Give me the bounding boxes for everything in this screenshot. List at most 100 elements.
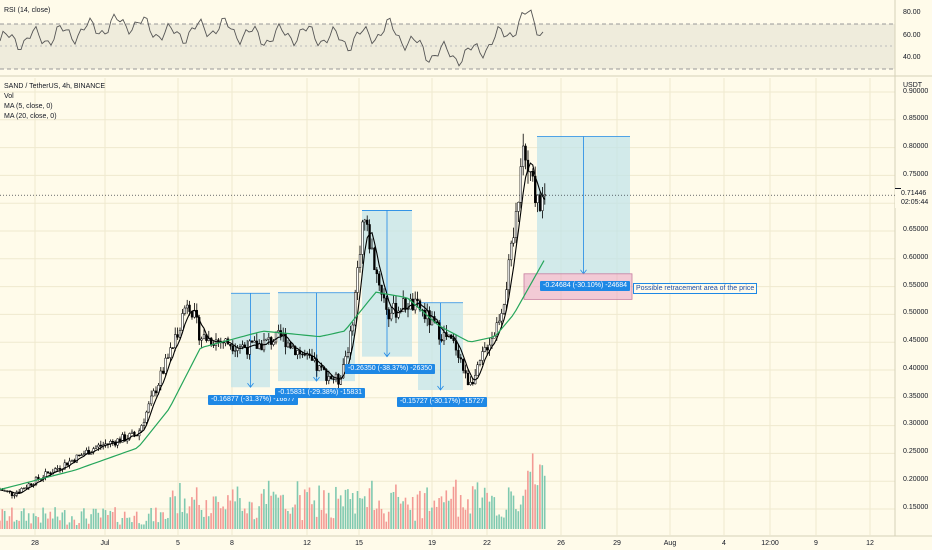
- volume-bar: [303, 489, 306, 529]
- measure-label[interactable]: -0.16877 (-31.37%) -16877: [208, 395, 299, 405]
- volume-bar: [13, 521, 16, 529]
- candle-body: [154, 390, 158, 394]
- candle-body: [466, 372, 470, 385]
- time-tick: 12: [866, 540, 874, 547]
- candle-body: [390, 312, 393, 320]
- measure-label[interactable]: -0.15727 (-30.17%) -15727: [397, 397, 488, 407]
- volume-bar: [390, 492, 392, 529]
- ma20-legend[interactable]: MA (20, close, 0): [4, 113, 57, 120]
- candle-body: [78, 454, 81, 457]
- symbol-title[interactable]: SAND / TetherUS, 4h, BINANCE: [4, 83, 106, 90]
- price-tick: 0.75000: [903, 171, 929, 178]
- candle-body: [363, 219, 366, 223]
- candle-body: [265, 338, 268, 341]
- vol-legend[interactable]: Vol: [4, 93, 14, 100]
- measure-label[interactable]: -0.26350 (-38.37%) -26350: [345, 364, 436, 374]
- candle-body: [183, 307, 186, 314]
- candle-body: [188, 304, 191, 312]
- time-tick: 12: [303, 540, 311, 547]
- candle-body: [253, 340, 256, 343]
- volume-bar: [234, 501, 236, 529]
- candle-body: [296, 350, 299, 355]
- candle-body: [140, 425, 143, 432]
- volume-bar: [373, 510, 376, 529]
- volume-bar: [8, 516, 11, 529]
- volume-bar: [25, 520, 28, 529]
- candle-body: [13, 494, 16, 497]
- volume-bar: [421, 518, 424, 529]
- time-tick: 4: [722, 540, 726, 547]
- measure-arrowhead: [247, 382, 254, 388]
- candle-body: [277, 330, 280, 333]
- volume-bar: [11, 507, 13, 529]
- candle-body: [481, 351, 484, 361]
- current-price-tag: 0.71446 02:05:44: [895, 188, 932, 208]
- volume-bar: [56, 516, 59, 529]
- volume-bar: [0, 520, 1, 529]
- volume-bar: [279, 495, 282, 529]
- measure-label[interactable]: -0.15831 (-29.38%) -15831: [275, 388, 366, 398]
- candle-body: [186, 304, 189, 309]
- measure-arrowhead: [437, 385, 444, 391]
- candle-body: [147, 403, 150, 413]
- measure-label[interactable]: -0.24684 (-30.10%) -24684: [540, 281, 631, 291]
- volume-bar: [205, 500, 208, 529]
- volume-bar: [126, 517, 128, 529]
- candle-body: [358, 254, 362, 268]
- volume-bar: [359, 498, 361, 529]
- volume-bar: [18, 520, 20, 529]
- volume-bar: [515, 509, 517, 529]
- volume-bar: [140, 524, 143, 529]
- volume-bar: [500, 516, 503, 529]
- volume-bar: [44, 513, 47, 529]
- volume-bar: [443, 502, 445, 529]
- volume-bar: [327, 492, 330, 529]
- candle-body: [318, 365, 321, 371]
- volume-bar: [407, 504, 409, 529]
- candle-body: [274, 331, 278, 343]
- candle-body: [368, 224, 371, 250]
- candle-body: [22, 487, 26, 490]
- price-tick: 0.50000: [903, 309, 929, 316]
- retracement-annotation[interactable]: Possible retracement area of the price: [633, 283, 758, 294]
- candle-body: [409, 298, 412, 310]
- candle-body: [241, 344, 244, 347]
- candle-body: [234, 350, 237, 352]
- volume-bar: [191, 497, 193, 529]
- volume-bar: [224, 509, 227, 529]
- volume-bar: [522, 495, 524, 529]
- volume-bar: [512, 495, 515, 529]
- volume-bar: [457, 516, 460, 529]
- ma5-legend[interactable]: MA (5, close, 0): [4, 103, 53, 110]
- volume-bar: [339, 495, 342, 529]
- volume-bar: [121, 517, 124, 529]
- volume-bar: [375, 508, 378, 529]
- price-tick: 0.25000: [903, 448, 929, 455]
- volume-bar: [529, 471, 532, 529]
- candle-body: [121, 434, 124, 443]
- volume-bar: [301, 520, 304, 529]
- volume-bar: [138, 523, 140, 529]
- volume-bar: [92, 508, 95, 529]
- candle-body: [198, 317, 201, 341]
- volume-bar: [49, 511, 52, 529]
- candle-body: [462, 358, 465, 371]
- volume-bar: [229, 500, 232, 529]
- time-tick: Aug: [663, 540, 677, 547]
- candle-body: [270, 337, 273, 345]
- price-tick: 0.85000: [903, 115, 929, 122]
- volume-bar: [104, 510, 107, 529]
- volume-bar: [320, 509, 323, 529]
- candle-body: [457, 349, 460, 358]
- candle-body: [20, 488, 23, 493]
- moving-averages: [0, 162, 546, 494]
- volume-bar: [78, 523, 80, 529]
- volume-bar: [99, 517, 102, 529]
- candle-body: [524, 145, 527, 161]
- volume-bar: [71, 516, 73, 529]
- candle-body: [495, 322, 498, 337]
- candle-body: [486, 347, 489, 351]
- candle-body: [49, 472, 52, 475]
- volume-bar: [87, 523, 90, 529]
